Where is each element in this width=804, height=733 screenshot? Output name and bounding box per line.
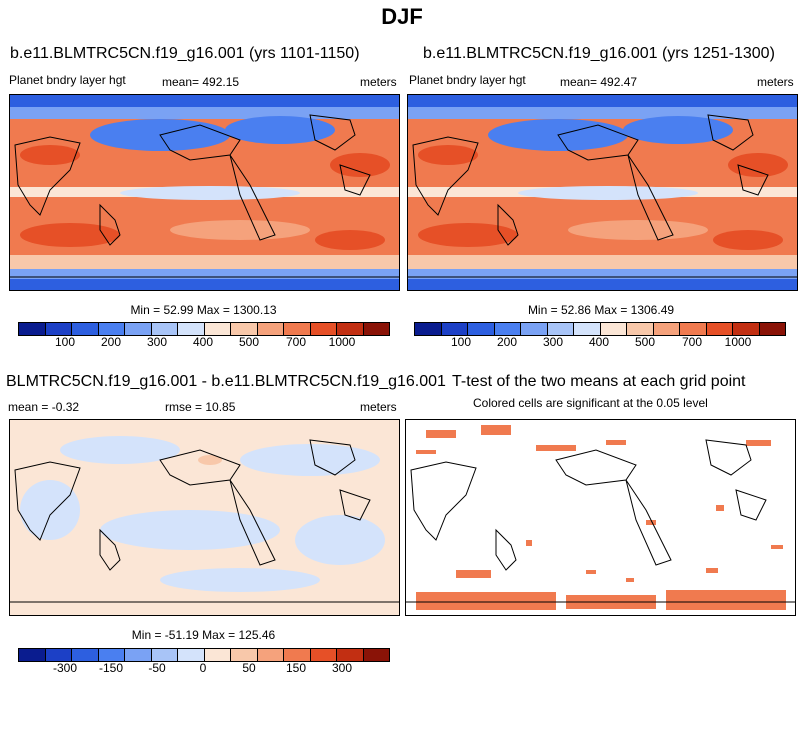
- minmax-label-top-left: Min = 52.99 Max = 1300.13: [130, 303, 277, 317]
- map-top-left: [9, 94, 400, 291]
- color-swatch: [204, 323, 231, 335]
- color-swatch: [310, 649, 337, 661]
- color-swatch: [45, 323, 72, 335]
- color-swatch: [151, 649, 178, 661]
- color-swatch: [706, 323, 733, 335]
- colorbar-top-right: [414, 322, 786, 336]
- map-bottom-right: [405, 419, 796, 616]
- color-swatch: [19, 649, 46, 661]
- field-map-top-left: [10, 95, 399, 290]
- colorbar-bottom-left: [18, 648, 390, 662]
- color-swatch: [19, 323, 46, 335]
- variable-label-top-left: Planet bndry layer hgt: [9, 73, 126, 87]
- color-swatch: [337, 649, 364, 661]
- color-swatch: [759, 323, 785, 335]
- colorbar-tick: 100: [54, 335, 76, 349]
- mean-label-top-left: mean= 492.15: [162, 75, 240, 89]
- colorbar-tick: -50: [148, 661, 166, 675]
- color-swatch: [494, 323, 521, 335]
- color-swatch: [257, 649, 284, 661]
- color-swatch: [284, 323, 311, 335]
- colorbar-tick: 300: [146, 335, 168, 349]
- colorbar-tick: 400: [192, 335, 214, 349]
- colorbar-tick: 700: [285, 335, 307, 349]
- field-map-top-right: [408, 95, 797, 290]
- color-swatch: [574, 323, 601, 335]
- colorbar-tick: -150: [98, 661, 124, 675]
- mean-label-top-right: mean= 492.47: [560, 75, 638, 89]
- color-swatch: [151, 323, 178, 335]
- colorbar-tick: 700: [681, 335, 703, 349]
- rmse-label-bottom-left: rmse = 10.85: [165, 400, 236, 414]
- colorbar-tick: 200: [100, 335, 122, 349]
- color-swatch: [98, 323, 125, 335]
- colorbar-tick: 500: [238, 335, 260, 349]
- color-swatch: [310, 323, 337, 335]
- color-swatch: [231, 649, 258, 661]
- map-bottom-left: [9, 419, 400, 616]
- minmax-label-bottom-left: Min = -51.19 Max = 125.46: [131, 628, 276, 642]
- colorbar-tick: 300: [542, 335, 564, 349]
- colorbar-tick: 400: [588, 335, 610, 349]
- color-swatch: [468, 323, 495, 335]
- significance-map: [406, 420, 795, 615]
- color-swatch: [72, 649, 99, 661]
- colorbar-tick: 1000: [328, 335, 356, 349]
- colorbar-tick: 300: [331, 661, 353, 675]
- color-swatch: [441, 323, 468, 335]
- minmax-label-top-right: Min = 52.86 Max = 1306.49: [527, 303, 675, 317]
- map-top-right: [407, 94, 798, 291]
- colorbar-tick: 500: [634, 335, 656, 349]
- color-swatch: [125, 323, 152, 335]
- color-swatch: [600, 323, 627, 335]
- color-swatch: [98, 649, 125, 661]
- color-swatch: [125, 649, 152, 661]
- color-swatch: [204, 649, 231, 661]
- color-swatch: [627, 323, 654, 335]
- color-swatch: [45, 649, 72, 661]
- color-swatch: [257, 323, 284, 335]
- panel-title-bottom-left: BLMTRC5CN.f19_g16.001 - b.e11.BLMTRC5CN.…: [6, 373, 446, 390]
- color-swatch: [521, 323, 548, 335]
- color-swatch: [653, 323, 680, 335]
- difference-map: [10, 420, 399, 615]
- colorbar-tick: 50: [242, 661, 256, 675]
- units-label-top-left: meters: [360, 75, 397, 89]
- colorbar-tick: 200: [496, 335, 518, 349]
- variable-label-top-right: Planet bndry layer hgt: [409, 73, 526, 87]
- colorbar-top-left: [18, 322, 390, 336]
- panel-title-bottom-right: T-test of the two means at each grid poi…: [452, 373, 746, 390]
- units-label-bottom-left: meters: [360, 400, 397, 414]
- color-swatch: [337, 323, 364, 335]
- mean-label-bottom-left: mean = -0.32: [8, 400, 80, 414]
- color-swatch: [72, 323, 99, 335]
- color-swatch: [178, 649, 205, 661]
- color-swatch: [178, 323, 205, 335]
- main-title: DJF: [381, 4, 423, 29]
- colorbar-tick: -300: [52, 661, 78, 675]
- color-swatch: [363, 649, 389, 661]
- colorbar-tick: 100: [450, 335, 472, 349]
- color-swatch: [733, 323, 760, 335]
- panel-subtitle-bottom-right: Colored cells are significant at the 0.0…: [473, 396, 708, 410]
- color-swatch: [547, 323, 574, 335]
- panel-title-top-left: b.e11.BLMTRC5CN.f19_g16.001 (yrs 1101-11…: [10, 45, 360, 62]
- colorbar-tick: 0: [199, 661, 207, 675]
- color-swatch: [680, 323, 707, 335]
- units-label-top-right: meters: [757, 75, 794, 89]
- panel-title-top-right: b.e11.BLMTRC5CN.f19_g16.001 (yrs 1251-13…: [423, 45, 775, 62]
- color-swatch: [231, 323, 258, 335]
- color-swatch: [284, 649, 311, 661]
- colorbar-tick: 150: [285, 661, 307, 675]
- color-swatch: [363, 323, 389, 335]
- colorbar-tick: 1000: [724, 335, 752, 349]
- color-swatch: [415, 323, 442, 335]
